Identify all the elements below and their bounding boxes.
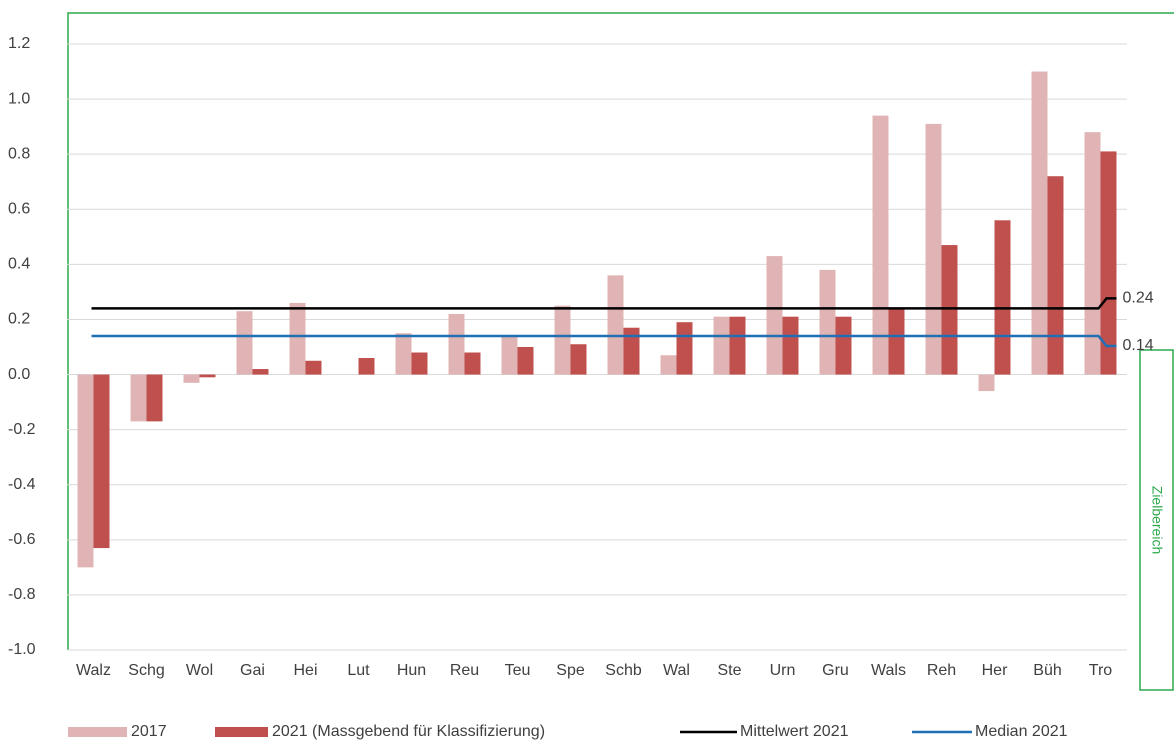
y-tick-label: -0.6 [8,531,36,548]
bar [1047,176,1064,375]
bar [729,316,746,375]
bar [713,316,730,375]
bar [819,269,836,375]
y-tick-label: -0.4 [8,476,36,493]
x-tick-label: Her [982,662,1008,679]
x-tick-label: Ste [717,662,741,679]
bar [872,115,889,375]
x-tick-label: Gru [822,662,849,679]
legend-swatch [68,727,127,737]
bar [941,245,958,375]
x-tick-label: Schb [605,662,642,679]
legend-label: 2017 [131,723,167,740]
bar [464,352,481,375]
y-tick-label: 1.2 [8,35,30,52]
bar [835,316,852,375]
y-tick-label: 0.6 [8,200,30,217]
bar [395,333,412,375]
bar [289,302,306,375]
bar [448,313,465,375]
bar [236,311,253,375]
bar [676,322,693,375]
y-tick-label: -0.8 [8,586,36,603]
x-tick-label: Lut [347,662,370,679]
reference-line [91,334,1117,348]
bar [925,123,942,375]
bar [782,316,799,375]
annotation: Zielbereich [1149,486,1165,554]
bar [978,374,995,392]
x-tick-label: Gai [240,662,265,679]
x-tick-label: Schg [128,662,164,679]
y-tick-label: 0.2 [8,311,30,328]
bar [411,352,428,375]
reference-line [91,297,1117,310]
x-tick-label: Wal [663,662,690,679]
reference-label: 0.24 [1123,290,1154,307]
annotation-box [1139,349,1174,691]
x-tick-label: Reu [450,662,479,679]
legend-label: Median 2021 [975,723,1068,740]
reference-label: 0.14 [1123,337,1154,354]
bar [358,358,375,375]
x-tick-label: Spe [556,662,585,679]
x-tick-label: Hun [397,662,426,679]
x-tick-label: Hei [293,662,317,679]
x-tick-label: Büh [1033,662,1061,679]
legend-label: 2021 (Massgebend für Klassifizierung) [272,723,545,740]
bar [199,374,216,378]
y-tick-label: -0.2 [8,421,36,438]
bar [501,335,518,375]
bar [130,374,147,422]
bar [1084,132,1101,375]
bar [183,374,200,383]
x-tick-label: Reh [927,662,956,679]
legend-swatch [215,727,268,737]
bar [994,220,1011,375]
bar [517,347,534,375]
bar [554,305,571,375]
bar [1031,71,1048,375]
bar [252,369,269,375]
bar [77,374,94,568]
legend-label: Mittelwert 2021 [740,723,849,740]
x-tick-label: Wol [186,662,213,679]
bar [607,275,624,375]
y-tick-label: 0.4 [8,256,30,273]
bar [1100,151,1117,375]
y-tick-label: 0.0 [8,366,30,383]
frame [67,12,1174,650]
x-tick-label: Tro [1089,662,1113,679]
bar [766,256,783,375]
y-tick-label: -1.0 [8,641,36,658]
x-tick-label: Walz [76,662,111,679]
x-tick-label: Wals [871,662,906,679]
x-tick-label: Teu [505,662,531,679]
bar [146,374,163,422]
bar [93,374,110,549]
bar [570,344,587,375]
y-tick-label: 0.8 [8,145,30,162]
bar [660,355,677,375]
bar [623,327,640,375]
y-tick-label: 1.0 [8,90,30,107]
x-tick-label: Urn [770,662,796,679]
bar [305,360,322,375]
bar [888,308,905,375]
